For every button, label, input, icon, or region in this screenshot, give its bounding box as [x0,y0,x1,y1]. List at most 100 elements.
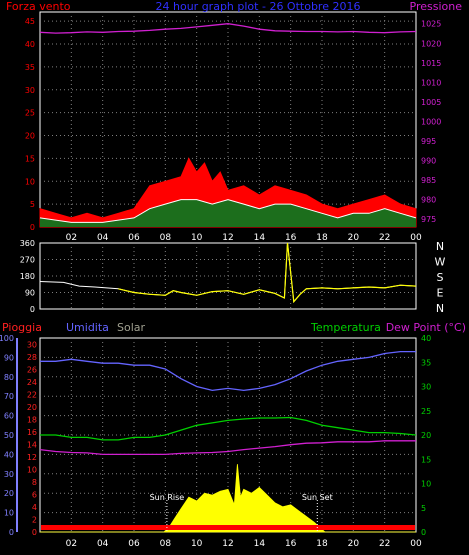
temperature-tick-label: 10 [421,480,431,489]
humidity-tick-label: 50 [4,431,14,440]
rain-tick-label: 24 [27,378,37,387]
humidity-line [40,350,416,392]
pressure-axis-title: Pressione [410,0,463,13]
compass-label: N [436,240,444,253]
x-tick-label: 08 [160,233,172,243]
direction-tick-label: 0 [30,305,35,314]
humidity-tick-label: 80 [4,373,14,382]
temperature-label: Temperatura [310,321,381,334]
x-tick-label: 06 [128,233,140,243]
direction-tick-label: 90 [25,289,35,298]
temperature-tick-label: 35 [421,358,431,367]
rain-tick-label: 18 [27,415,37,424]
humidity-tick-label: 60 [4,412,14,421]
humidity-tick-label: 30 [4,470,14,479]
wind-gust-area [39,157,417,228]
dewpoint-line [39,440,416,456]
temperature-tick-label: 40 [421,334,431,343]
pressure-tick-label: 995 [421,137,436,146]
temperature-tick-label: 25 [421,407,431,416]
sun-annotation: Sun Rise [150,493,185,502]
compass-label: W [435,256,446,269]
pressure-tick-label: 975 [421,215,436,224]
humidity-label: Umidita [66,321,109,334]
wind-tick-label: 10 [25,177,35,186]
direction-tick-label: 270 [20,256,35,265]
wind-tick-label: 0 [30,223,35,232]
x-tick-label: 10 [191,233,203,243]
rain-tick-label: 12 [27,453,37,462]
temperature-tick-label: 15 [421,455,431,464]
compass-label: N [436,302,444,315]
x-tick-label: 12 [222,539,233,549]
direction-line-day [118,242,417,304]
x-tick-label: 16 [285,539,297,549]
wind-tick-label: 25 [25,109,35,118]
compass-label: S [437,271,444,284]
pressure-tick-label: 1020 [421,39,441,48]
rain-tick-label: 22 [27,390,37,399]
x-tick-label: 14 [254,233,266,243]
x-tick-label: 22 [379,233,390,243]
rain-bar [41,525,415,530]
rain-tick-label: 4 [32,503,37,512]
rain-tick-label: 6 [32,490,37,499]
rain-tick-label: 2 [32,515,37,524]
x-tick-label: 14 [254,539,266,549]
humidity-tick-label: 20 [4,489,14,498]
humidity-tick-label: 10 [4,509,14,518]
direction-tick-label: 360 [20,239,35,248]
x-tick-label: 20 [348,233,360,243]
sun-annotation: Sun Set [302,493,333,502]
x-tick-label: 22 [379,539,390,549]
solar-area [40,464,416,533]
x-tick-label: 08 [160,539,172,549]
chart-title: 24 hour graph plot - 26 Ottobre 2016 [156,0,361,13]
pressure-tick-label: 1005 [421,98,441,107]
humidity-tick-label: 100 [0,334,14,343]
x-tick-label: 16 [285,233,297,243]
pressure-tick-label: 985 [421,176,436,185]
x-tick-label: 10 [191,539,203,549]
x-tick-label: 04 [97,539,109,549]
humidity-tick-label: 90 [4,353,14,362]
wind-avg-area [40,199,416,227]
dewpoint-label: Dew Point (°C) [386,321,466,334]
temperature-tick-label: 30 [421,383,431,392]
wind-tick-label: 20 [25,132,35,141]
x-tick-label: 04 [97,233,109,243]
pressure-tick-label: 1015 [421,59,441,68]
x-tick-label: 18 [316,539,328,549]
rain-tick-label: 16 [27,428,37,437]
pressure-line [39,23,417,34]
temperature-tick-label: 5 [421,504,426,513]
wind-tick-label: 15 [25,154,35,163]
compass-label: E [437,287,444,300]
x-tick-label: 00 [410,233,422,243]
x-tick-label: 00 [410,539,422,549]
pressure-tick-label: 1010 [421,78,441,87]
rain-tick-label: 0 [32,528,37,537]
rain-tick-label: 10 [27,465,37,474]
pressure-tick-label: 980 [421,196,436,205]
pressure-tick-label: 1000 [421,117,441,126]
direction-tick-label: 180 [20,272,35,281]
temperature-tick-label: 20 [421,431,431,440]
x-tick-label: 18 [316,233,328,243]
temperature-line [40,416,417,441]
x-tick-label: 20 [348,539,360,549]
rain-tick-label: 28 [27,353,37,362]
rain-tick-label: 20 [27,403,37,412]
rain-tick-label: 14 [27,440,37,449]
x-tick-label: 02 [66,539,77,549]
pressure-tick-label: 990 [421,157,436,166]
temperature-tick-label: 0 [421,528,426,537]
humidity-tick-label: 40 [4,450,14,459]
wind-tick-label: 5 [30,200,35,209]
x-tick-label: 02 [66,233,77,243]
rain-tick-label: 30 [27,340,37,349]
pressure-tick-label: 1025 [421,20,441,29]
wind-tick-label: 30 [25,86,35,95]
humidity-tick-label: 0 [9,528,14,537]
